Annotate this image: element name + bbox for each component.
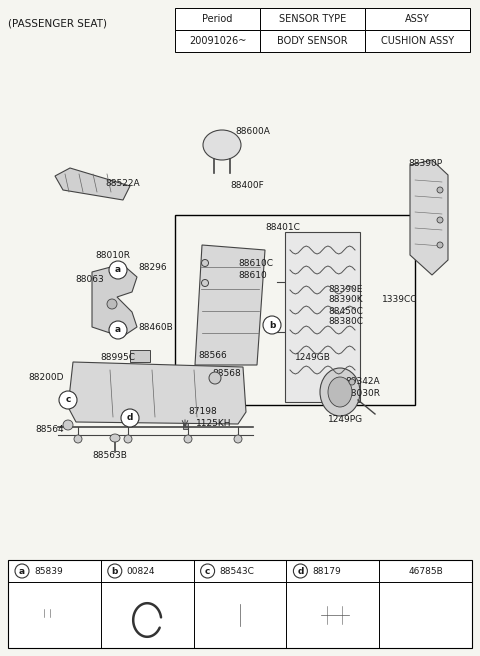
Bar xyxy=(226,604,254,626)
Circle shape xyxy=(349,379,355,385)
Text: 1339CC: 1339CC xyxy=(382,295,418,304)
Text: d: d xyxy=(127,413,133,422)
Circle shape xyxy=(59,391,77,409)
Text: 88380C: 88380C xyxy=(328,318,363,327)
Ellipse shape xyxy=(328,377,352,407)
Text: 88390E: 88390E xyxy=(328,285,362,293)
Ellipse shape xyxy=(320,368,360,416)
Text: 1249PG: 1249PG xyxy=(328,415,363,424)
Circle shape xyxy=(437,242,443,248)
Polygon shape xyxy=(55,168,130,200)
Text: 89342A: 89342A xyxy=(345,377,380,386)
Bar xyxy=(218,610,227,620)
Polygon shape xyxy=(92,264,137,337)
Text: 88200D: 88200D xyxy=(28,373,63,382)
Circle shape xyxy=(437,217,443,223)
Text: a: a xyxy=(115,325,121,335)
Text: 88610C: 88610C xyxy=(238,258,273,268)
Circle shape xyxy=(74,435,82,443)
Text: BODY SENSOR: BODY SENSOR xyxy=(277,36,348,46)
Circle shape xyxy=(202,279,208,287)
Polygon shape xyxy=(68,362,246,424)
Text: c: c xyxy=(65,396,71,405)
Bar xyxy=(130,350,150,362)
Text: 88600A: 88600A xyxy=(235,127,270,136)
Text: 88063: 88063 xyxy=(75,276,104,285)
Bar xyxy=(8,560,472,648)
Bar xyxy=(260,30,365,52)
Circle shape xyxy=(202,260,208,266)
Text: 88450C: 88450C xyxy=(328,306,363,316)
Bar xyxy=(175,215,415,405)
Text: 87198: 87198 xyxy=(188,407,217,417)
Circle shape xyxy=(184,435,192,443)
Bar xyxy=(432,600,440,608)
Text: 88563B: 88563B xyxy=(92,451,127,461)
Text: 88390P: 88390P xyxy=(408,159,442,167)
Text: 88564: 88564 xyxy=(35,426,64,434)
Text: d: d xyxy=(297,567,303,575)
Text: (PASSENGER SEAT): (PASSENGER SEAT) xyxy=(8,18,107,28)
Circle shape xyxy=(63,420,73,430)
Text: 88179: 88179 xyxy=(312,567,341,575)
Circle shape xyxy=(437,187,443,193)
Text: SENSOR TYPE: SENSOR TYPE xyxy=(279,14,346,24)
Text: 88400F: 88400F xyxy=(230,180,264,190)
Bar xyxy=(365,8,470,30)
Bar xyxy=(321,606,334,624)
Text: Period: Period xyxy=(202,14,233,24)
Bar xyxy=(365,30,470,52)
Text: 1125KH: 1125KH xyxy=(196,419,231,428)
Text: 88995C: 88995C xyxy=(100,354,135,363)
Text: 88390K: 88390K xyxy=(328,295,362,304)
Text: 00824: 00824 xyxy=(127,567,156,575)
Bar xyxy=(335,606,349,624)
Circle shape xyxy=(109,321,127,339)
Ellipse shape xyxy=(203,130,241,160)
Circle shape xyxy=(234,435,242,443)
Circle shape xyxy=(209,372,221,384)
Bar xyxy=(175,30,260,52)
Text: 85839: 85839 xyxy=(34,567,63,575)
Circle shape xyxy=(108,564,122,578)
Text: ASSY: ASSY xyxy=(405,14,430,24)
Polygon shape xyxy=(195,245,265,365)
Text: a: a xyxy=(115,266,121,274)
Bar xyxy=(285,232,360,402)
Text: CUSHION ASSY: CUSHION ASSY xyxy=(381,36,454,46)
Text: 88610: 88610 xyxy=(238,270,267,279)
Text: 88030R: 88030R xyxy=(345,390,380,398)
Polygon shape xyxy=(410,160,448,275)
Bar xyxy=(183,417,188,429)
Circle shape xyxy=(15,564,29,578)
Text: 88010R: 88010R xyxy=(95,251,130,260)
Text: c: c xyxy=(205,567,210,575)
Circle shape xyxy=(201,564,215,578)
Circle shape xyxy=(109,261,127,279)
Circle shape xyxy=(107,299,117,309)
Text: 20091026~: 20091026~ xyxy=(189,36,246,46)
Text: 88522A: 88522A xyxy=(105,178,140,188)
Text: 88401C: 88401C xyxy=(265,224,300,232)
Text: 88296: 88296 xyxy=(138,264,167,272)
Circle shape xyxy=(293,564,307,578)
Text: a: a xyxy=(19,567,25,575)
Circle shape xyxy=(124,435,132,443)
Circle shape xyxy=(121,409,139,427)
Polygon shape xyxy=(40,603,69,620)
Text: 1249GB: 1249GB xyxy=(295,354,331,363)
Bar xyxy=(232,626,248,632)
Bar xyxy=(260,8,365,30)
Text: 88543C: 88543C xyxy=(219,567,254,575)
Ellipse shape xyxy=(110,434,120,442)
Text: b: b xyxy=(269,321,275,329)
Text: 88460B: 88460B xyxy=(138,323,173,331)
Text: 46785B: 46785B xyxy=(408,567,443,575)
Text: 88566: 88566 xyxy=(198,352,227,361)
Bar xyxy=(175,8,260,30)
Circle shape xyxy=(263,316,281,334)
Text: 88568: 88568 xyxy=(212,369,241,379)
Text: b: b xyxy=(112,567,118,575)
